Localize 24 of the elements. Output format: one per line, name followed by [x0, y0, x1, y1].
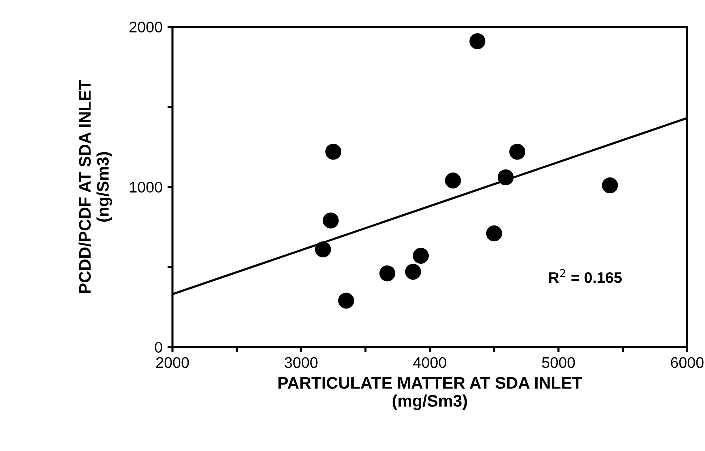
x-axis-title: PARTICULATE MATTER AT SDA INLET (mg/Sm3): [278, 377, 582, 410]
point: [445, 172, 462, 189]
point: [326, 144, 342, 160]
point: [405, 264, 422, 280]
x-tick-label: 6000: [671, 357, 704, 368]
x-tick-label: 4000: [413, 357, 446, 368]
point: [338, 292, 354, 309]
point: [510, 144, 526, 160]
x-tick-label: 5000: [542, 357, 576, 368]
point: [315, 242, 332, 258]
y-axis-title: PCDD/PCDF AT SDA INLET (ng/Sm3): [78, 80, 112, 294]
point: [498, 170, 514, 186]
point: [413, 248, 430, 264]
point: [486, 226, 502, 242]
y-tick-label: 2000: [130, 22, 162, 33]
x-tick-label: 3000: [284, 357, 318, 368]
point: [470, 33, 486, 50]
annotation: R$^{2}$ = 0.165: [549, 269, 622, 284]
point: [323, 212, 339, 229]
y-tick-label: 0: [155, 342, 162, 353]
y-tick-label: 1000: [130, 182, 162, 193]
point: [602, 178, 618, 194]
x-tick-label: 2000: [156, 357, 190, 368]
point: [380, 266, 396, 282]
